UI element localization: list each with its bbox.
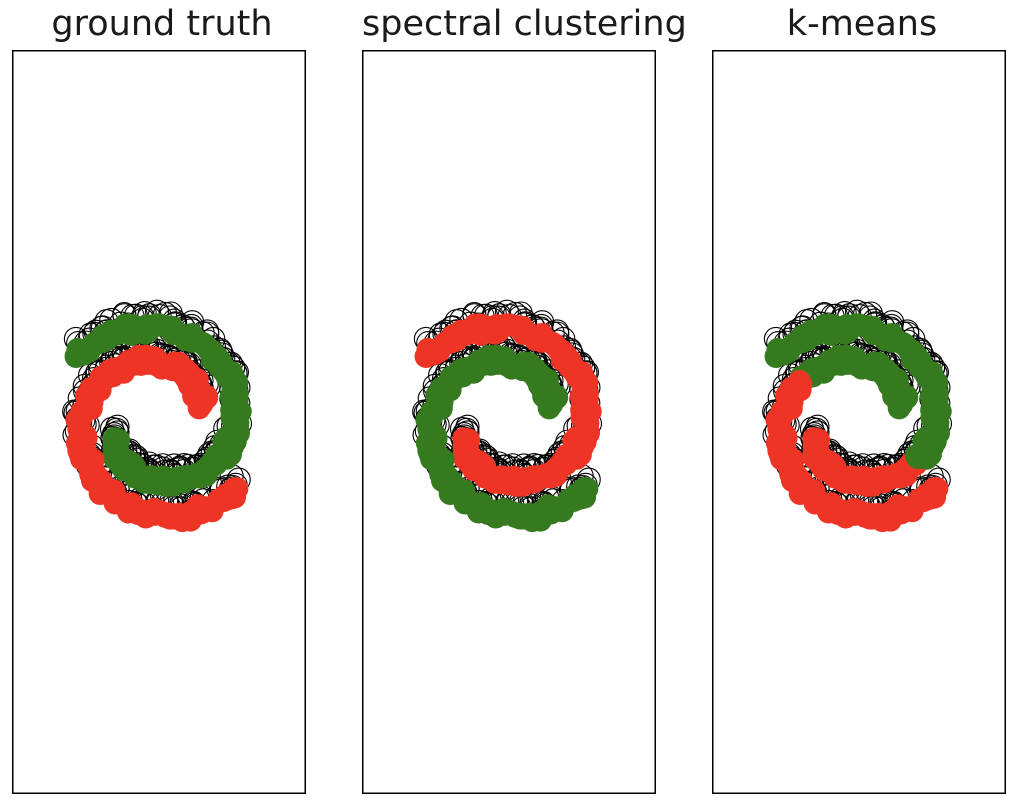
filled-markers	[414, 313, 602, 533]
axes-frame	[362, 50, 656, 794]
data-point	[225, 477, 249, 501]
panel-k-means: k-means	[712, 0, 1012, 804]
data-point	[764, 344, 788, 368]
chart-title: spectral clustering	[362, 4, 687, 44]
scatter-plot	[12, 50, 306, 794]
panel-ground-truth: ground truth	[12, 0, 312, 804]
chart-title: k-means	[786, 4, 938, 44]
panel-spectral-clustering: spectral clustering	[362, 0, 687, 804]
scatter-plot	[362, 50, 656, 794]
data-point	[414, 344, 438, 368]
filled-markers	[764, 313, 952, 533]
axes-frame	[712, 50, 1006, 794]
data-point	[575, 477, 599, 501]
scatter-plot	[712, 50, 1006, 794]
filled-markers	[64, 313, 252, 533]
axes-frame	[12, 50, 306, 794]
data-point	[64, 344, 88, 368]
chart-title: ground truth	[51, 4, 273, 44]
data-point	[925, 477, 949, 501]
